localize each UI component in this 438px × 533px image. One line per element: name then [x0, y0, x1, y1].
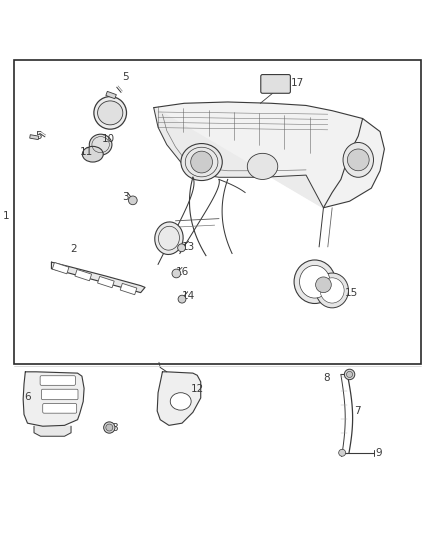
Bar [14, 60, 421, 365]
FancyBboxPatch shape [261, 75, 290, 93]
Text: 9: 9 [376, 448, 382, 458]
Text: 5: 5 [35, 131, 42, 141]
Ellipse shape [155, 222, 183, 254]
Polygon shape [34, 426, 71, 436]
Bar [75, 270, 92, 281]
Text: 10: 10 [102, 134, 115, 144]
Circle shape [347, 149, 369, 171]
Ellipse shape [181, 143, 222, 181]
Bar [52, 262, 69, 274]
Text: 8: 8 [323, 373, 330, 383]
Ellipse shape [170, 393, 191, 410]
Ellipse shape [294, 260, 336, 303]
FancyBboxPatch shape [40, 376, 75, 385]
Ellipse shape [82, 147, 103, 162]
FancyBboxPatch shape [42, 389, 78, 400]
Text: 5: 5 [122, 72, 129, 82]
Ellipse shape [247, 154, 278, 180]
Text: 12: 12 [191, 384, 204, 394]
Ellipse shape [316, 273, 349, 308]
Circle shape [178, 295, 186, 303]
Ellipse shape [89, 134, 112, 155]
Ellipse shape [343, 142, 374, 177]
Text: 6: 6 [24, 392, 31, 402]
Text: 3: 3 [122, 192, 129, 202]
Circle shape [104, 422, 115, 433]
Text: 2: 2 [70, 244, 77, 254]
Text: 14: 14 [182, 291, 195, 301]
Text: 1: 1 [4, 212, 10, 221]
Ellipse shape [94, 96, 127, 129]
Ellipse shape [300, 265, 330, 298]
Circle shape [128, 196, 137, 205]
Text: 4: 4 [105, 101, 111, 111]
Polygon shape [157, 372, 201, 425]
Ellipse shape [320, 278, 344, 303]
Bar [98, 277, 114, 288]
Circle shape [316, 277, 331, 293]
Text: 11: 11 [80, 147, 93, 157]
Bar [106, 91, 117, 99]
Bar [30, 135, 39, 140]
FancyBboxPatch shape [43, 403, 77, 413]
Bar [120, 284, 137, 295]
Polygon shape [51, 262, 145, 293]
Circle shape [172, 269, 181, 278]
Polygon shape [154, 108, 323, 208]
Circle shape [346, 372, 353, 377]
Text: 15: 15 [345, 288, 358, 297]
Text: 17: 17 [291, 78, 304, 88]
Circle shape [178, 244, 185, 252]
Polygon shape [154, 102, 385, 208]
Polygon shape [23, 372, 84, 426]
Circle shape [344, 369, 355, 379]
Ellipse shape [98, 101, 123, 125]
Text: 16: 16 [175, 266, 189, 277]
Text: 13: 13 [182, 242, 195, 252]
Circle shape [191, 151, 212, 173]
Text: 8: 8 [111, 423, 118, 433]
Text: 7: 7 [354, 406, 360, 416]
Circle shape [106, 424, 113, 431]
Circle shape [339, 449, 346, 456]
